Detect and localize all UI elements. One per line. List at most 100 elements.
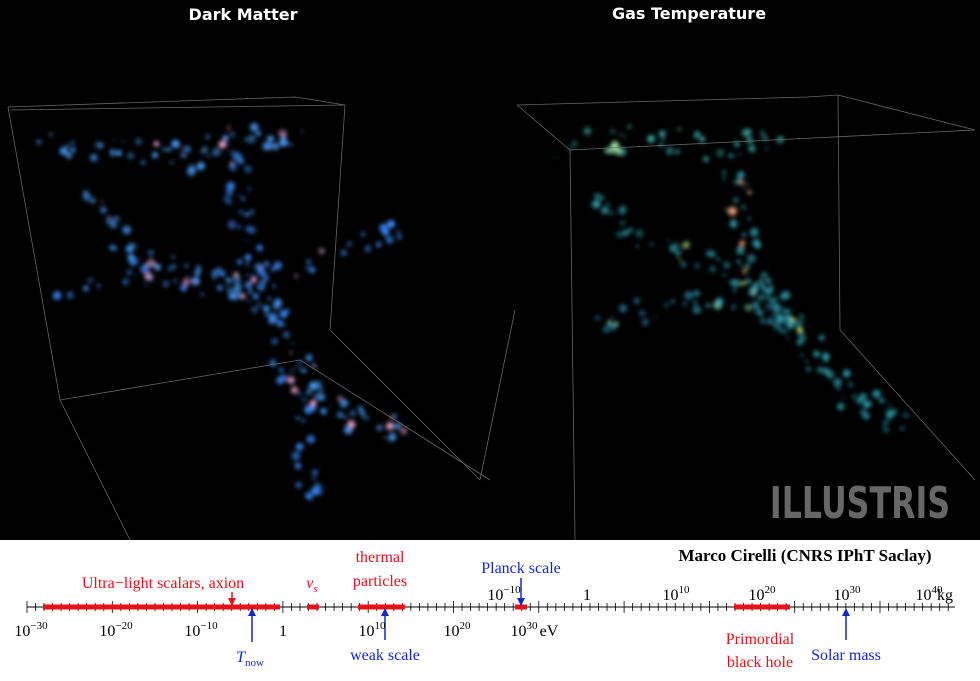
glow bbox=[749, 227, 759, 237]
glow bbox=[180, 284, 188, 292]
glow bbox=[730, 221, 738, 229]
glow bbox=[113, 215, 120, 222]
glow bbox=[716, 302, 722, 308]
glow bbox=[617, 206, 627, 215]
glow bbox=[173, 279, 177, 283]
ev-tick-label: 1030 bbox=[511, 620, 539, 640]
glow bbox=[250, 306, 258, 314]
glow bbox=[137, 258, 140, 261]
arrows bbox=[228, 578, 850, 642]
glow bbox=[786, 336, 790, 340]
glow bbox=[744, 303, 753, 312]
glow bbox=[144, 283, 147, 287]
glow bbox=[902, 412, 907, 417]
glow bbox=[302, 397, 307, 402]
glow bbox=[363, 414, 369, 421]
ev-tick-label-exponent: 30 bbox=[527, 620, 539, 632]
glow bbox=[618, 303, 628, 313]
glow bbox=[784, 313, 791, 321]
glow bbox=[289, 351, 293, 355]
glow bbox=[619, 133, 622, 136]
glow bbox=[793, 319, 802, 328]
glow bbox=[633, 297, 640, 304]
scale-label: thermal bbox=[356, 549, 405, 566]
glow bbox=[248, 289, 253, 294]
glow bbox=[388, 220, 395, 227]
glow bbox=[680, 261, 687, 268]
glow bbox=[273, 261, 283, 270]
glow bbox=[769, 315, 772, 318]
glow bbox=[601, 206, 609, 215]
glow bbox=[675, 241, 678, 244]
glow bbox=[806, 366, 811, 372]
glow bbox=[292, 368, 295, 371]
glow bbox=[314, 483, 320, 488]
glow bbox=[665, 146, 674, 156]
glow bbox=[305, 354, 313, 362]
glow bbox=[207, 154, 211, 158]
glow bbox=[641, 318, 649, 326]
glow bbox=[230, 132, 235, 137]
glow bbox=[744, 262, 751, 269]
glow bbox=[318, 248, 325, 255]
glow bbox=[195, 265, 202, 272]
glow bbox=[732, 288, 737, 293]
glow bbox=[883, 418, 890, 425]
glow bbox=[622, 210, 626, 214]
glow bbox=[738, 152, 742, 156]
glow bbox=[260, 278, 267, 285]
glow bbox=[180, 151, 187, 159]
glow bbox=[743, 128, 752, 137]
glow bbox=[786, 320, 795, 329]
glow bbox=[295, 481, 302, 489]
scale-label: Ultra−light scalars, axion bbox=[82, 575, 244, 592]
glow bbox=[295, 416, 300, 420]
glow bbox=[772, 303, 781, 312]
glow bbox=[796, 339, 804, 346]
glow bbox=[602, 325, 611, 334]
glow bbox=[851, 394, 857, 399]
glow bbox=[246, 273, 250, 277]
glow bbox=[784, 308, 791, 314]
glow bbox=[337, 395, 343, 401]
glow bbox=[349, 410, 356, 417]
glow bbox=[396, 229, 401, 234]
arrow-head bbox=[517, 598, 525, 606]
glow bbox=[134, 274, 137, 277]
glow bbox=[205, 134, 210, 139]
simulation-render bbox=[36, 122, 909, 501]
glow bbox=[650, 242, 654, 246]
glow bbox=[571, 140, 578, 147]
ev-tick-label-exponent: −10 bbox=[200, 620, 218, 632]
glow bbox=[676, 244, 681, 249]
glow bbox=[740, 281, 745, 286]
glow bbox=[607, 320, 612, 325]
glow bbox=[162, 280, 170, 288]
glow bbox=[789, 309, 793, 313]
glow bbox=[240, 196, 246, 202]
kg-tick-label-exponent: 40 bbox=[932, 584, 944, 596]
glow bbox=[98, 143, 104, 148]
glow bbox=[622, 229, 630, 237]
kg-tick-label: 1030 bbox=[834, 584, 862, 604]
glow bbox=[126, 270, 132, 275]
glow bbox=[765, 278, 772, 284]
glow bbox=[295, 442, 304, 451]
glow bbox=[376, 424, 383, 431]
glow bbox=[256, 244, 264, 252]
kg-tick-label-base: 1 bbox=[583, 587, 591, 604]
glow bbox=[376, 241, 382, 247]
glow bbox=[198, 163, 204, 169]
glow bbox=[100, 206, 107, 214]
glow bbox=[806, 325, 809, 328]
glow bbox=[746, 274, 750, 278]
glow bbox=[694, 131, 701, 138]
glow bbox=[289, 143, 293, 147]
glow bbox=[227, 277, 234, 284]
ev-tick-label: 1 bbox=[279, 623, 287, 640]
kg-tick-label: 1010 bbox=[663, 584, 691, 604]
glow bbox=[779, 292, 788, 301]
glow bbox=[171, 139, 180, 149]
glow bbox=[226, 181, 235, 191]
glow bbox=[245, 262, 250, 266]
